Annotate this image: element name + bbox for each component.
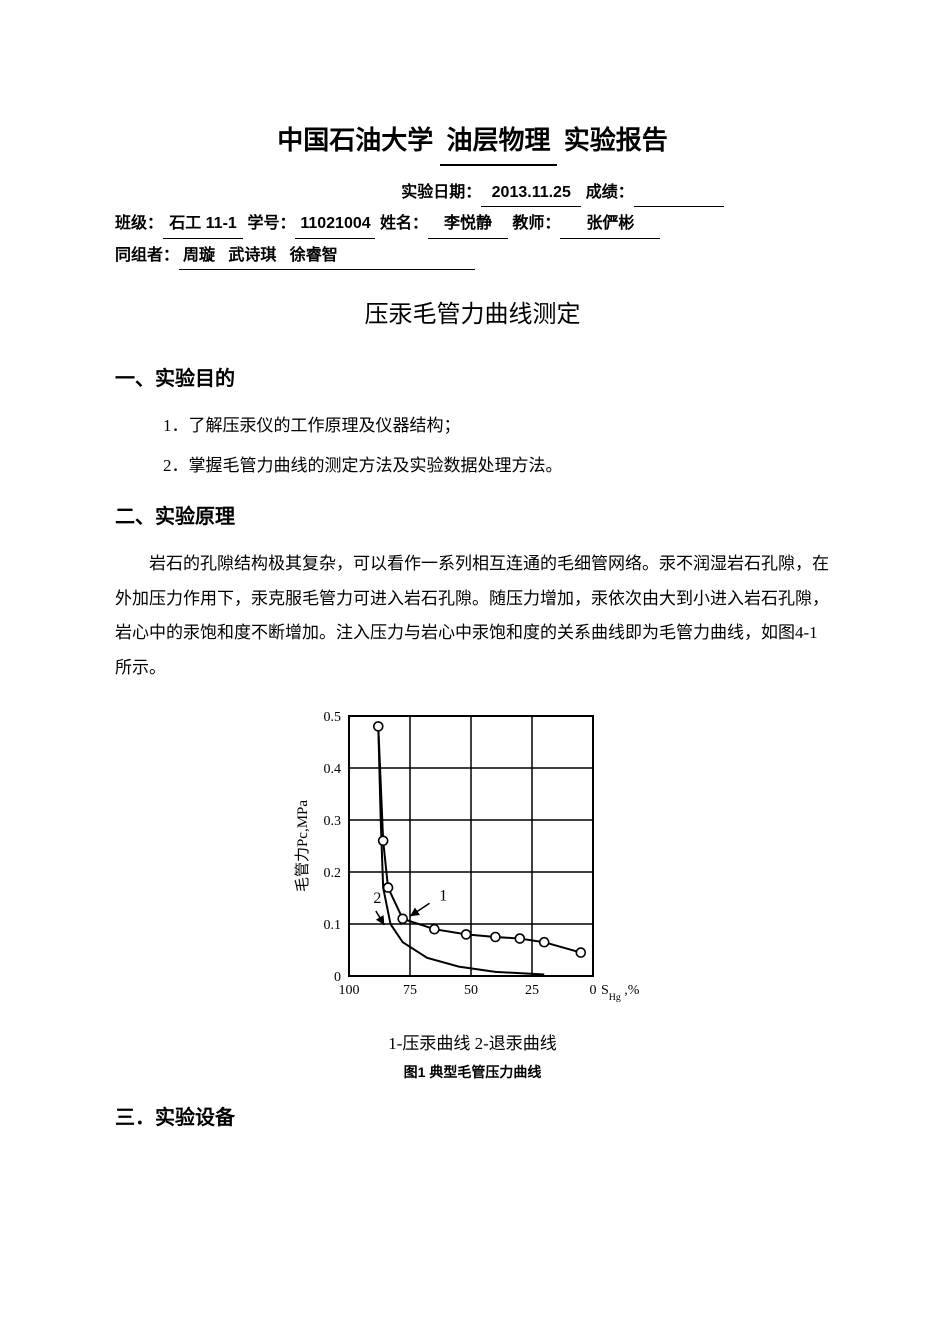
stuid-label: 学号： <box>247 215 295 232</box>
section-purpose-heading: 一、实验目的 <box>115 363 830 395</box>
class-value: 石工 11-1 <box>163 211 243 239</box>
report-title: 中国石油大学 油层物理 实验报告 <box>115 120 830 166</box>
section-principle-heading: 二、实验原理 <box>115 501 830 533</box>
name-label: 姓名： <box>380 215 428 232</box>
class-label: 班级： <box>115 215 163 232</box>
section-equipment-heading: 三．实验设备 <box>115 1102 830 1134</box>
svg-text:毛管力Pc,MPa: 毛管力Pc,MPa <box>294 800 311 892</box>
svg-text:100: 100 <box>338 983 359 998</box>
grade-value <box>634 180 724 208</box>
title-part3: 实验报告 <box>564 125 668 155</box>
meta-line-1: 实验日期：2013.11.25 成绩： <box>115 180 830 208</box>
date-label: 实验日期： <box>401 184 481 201</box>
svg-text:25: 25 <box>525 983 539 998</box>
stuid-value: 11021004 <box>295 211 375 239</box>
svg-text:0: 0 <box>589 983 596 998</box>
title-part1: 中国石油大学 <box>277 125 433 155</box>
capillary-pressure-chart: 100 75 50 25 0 0 0.1 0.2 0.3 0.4 0.5 毛管力Pc,MPa SHg ,… <box>293 704 653 1024</box>
title-course: 油层物理 <box>440 120 556 166</box>
svg-text:SHg ,%: SHg ,% <box>601 983 640 1003</box>
figure-wrap: 100 75 50 25 0 0 0.1 0.2 0.3 0.4 0.5 毛管力Pc,MPa SHg ,… <box>115 704 830 1024</box>
partner-value: 周璇 武诗琪 徐睿智 <box>179 243 475 271</box>
figure-caption-legend: 1-压汞曲线 2-退汞曲线 <box>115 1030 830 1057</box>
teacher-label: 教师： <box>512 215 560 232</box>
meta-line-2: 班级：石工 11-1 学号：11021004 姓名：李悦静 教师：张俨彬 <box>115 211 830 239</box>
svg-text:2: 2 <box>373 890 381 907</box>
teacher-value: 张俨彬 <box>560 211 660 239</box>
svg-text:0.5: 0.5 <box>323 710 341 725</box>
svg-text:1: 1 <box>439 888 447 905</box>
svg-text:0.2: 0.2 <box>323 866 341 881</box>
date-value: 2013.11.25 <box>481 180 581 208</box>
grade-label: 成绩： <box>586 184 634 201</box>
svg-text:0: 0 <box>334 970 341 985</box>
name-value: 李悦静 <box>428 211 508 239</box>
meta-line-3: 同组者：周璇 武诗琪 徐睿智 <box>115 243 830 271</box>
purpose-item-2: 2．掌握毛管力曲线的测定方法及实验数据处理方法。 <box>163 449 830 483</box>
svg-text:0.3: 0.3 <box>323 814 341 829</box>
purpose-item-1: 1．了解压汞仪的工作原理及仪器结构； <box>163 409 830 443</box>
figure-caption-title: 图1 典型毛管压力曲线 <box>115 1061 830 1083</box>
svg-text:0.1: 0.1 <box>323 918 341 933</box>
principle-paragraph: 岩石的孔隙结构极其复杂，可以看作一系列相互连通的毛细管网络。汞不润湿岩石孔隙，在… <box>115 547 830 686</box>
svg-text:50: 50 <box>464 983 478 998</box>
svg-text:75: 75 <box>403 983 417 998</box>
partner-label: 同组者： <box>115 247 179 264</box>
experiment-subtitle: 压汞毛管力曲线测定 <box>115 296 830 334</box>
svg-text:0.4: 0.4 <box>323 762 341 777</box>
